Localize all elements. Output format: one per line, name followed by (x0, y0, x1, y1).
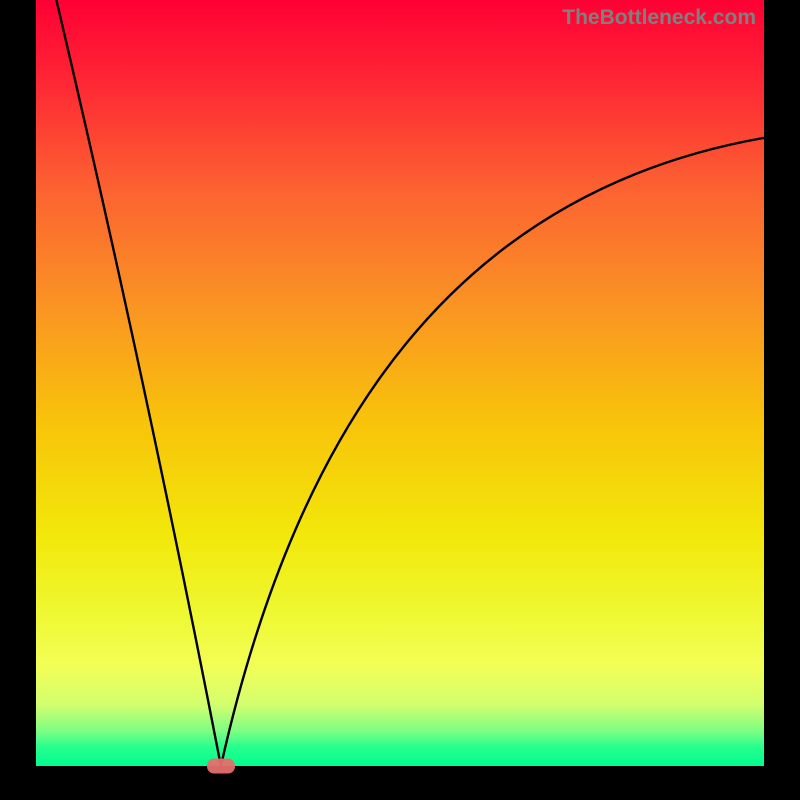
bottleneck-chart (36, 0, 764, 766)
chart-frame: TheBottleneck.com (0, 0, 800, 800)
optimal-point-marker (207, 759, 235, 774)
watermark-text: TheBottleneck.com (562, 6, 756, 30)
